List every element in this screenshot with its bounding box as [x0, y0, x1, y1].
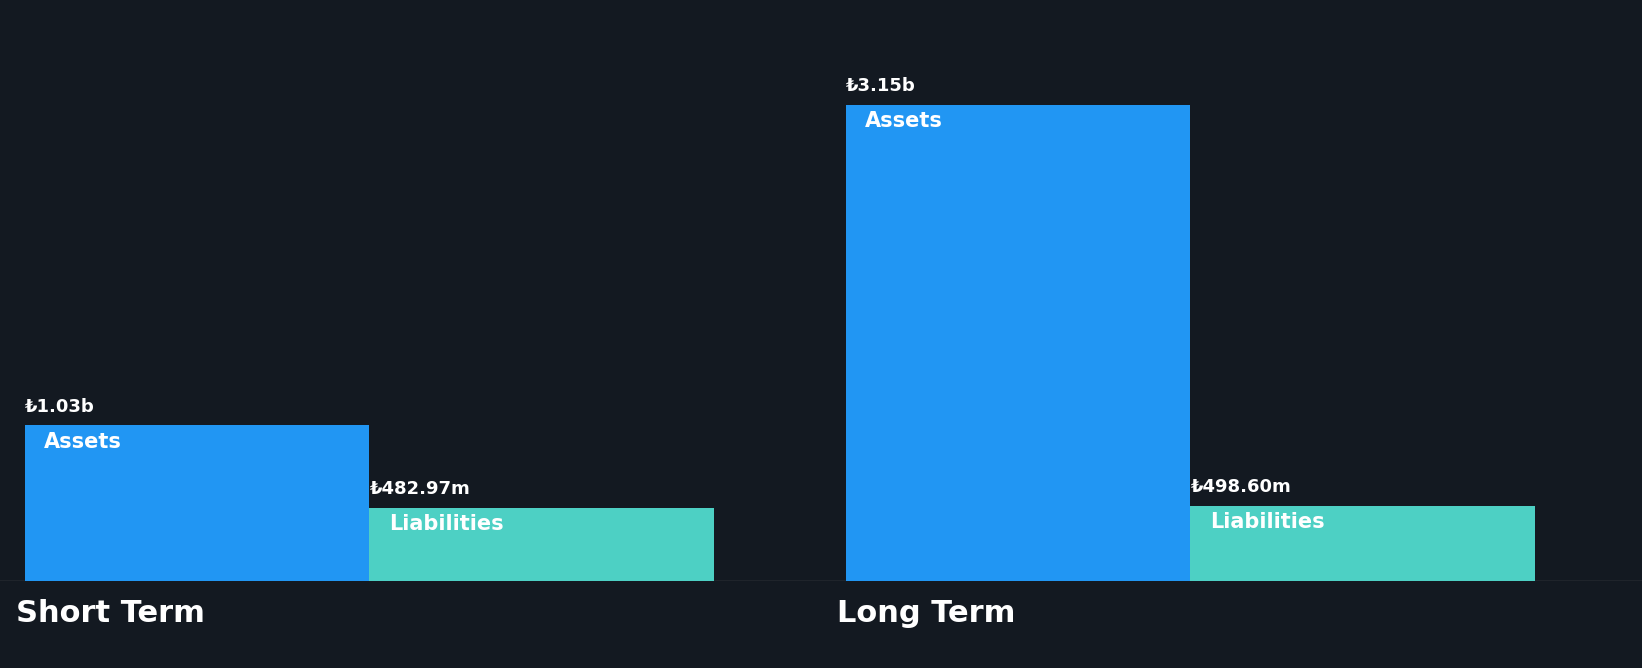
Text: ₺3.15b: ₺3.15b	[846, 77, 915, 95]
Text: Short Term: Short Term	[16, 599, 205, 628]
Bar	[25, 426, 369, 581]
Text: Long Term: Long Term	[837, 599, 1016, 628]
Text: ₺498.60m: ₺498.60m	[1190, 478, 1291, 496]
Text: Liabilities: Liabilities	[1210, 512, 1325, 532]
Bar	[369, 508, 714, 581]
Text: Assets: Assets	[865, 111, 943, 131]
Bar	[1190, 506, 1535, 581]
Text: Assets: Assets	[44, 432, 122, 452]
Text: ₺482.97m: ₺482.97m	[369, 480, 470, 498]
Bar	[846, 105, 1190, 581]
Text: ₺1.03b: ₺1.03b	[25, 397, 94, 415]
Text: Liabilities: Liabilities	[389, 514, 504, 534]
